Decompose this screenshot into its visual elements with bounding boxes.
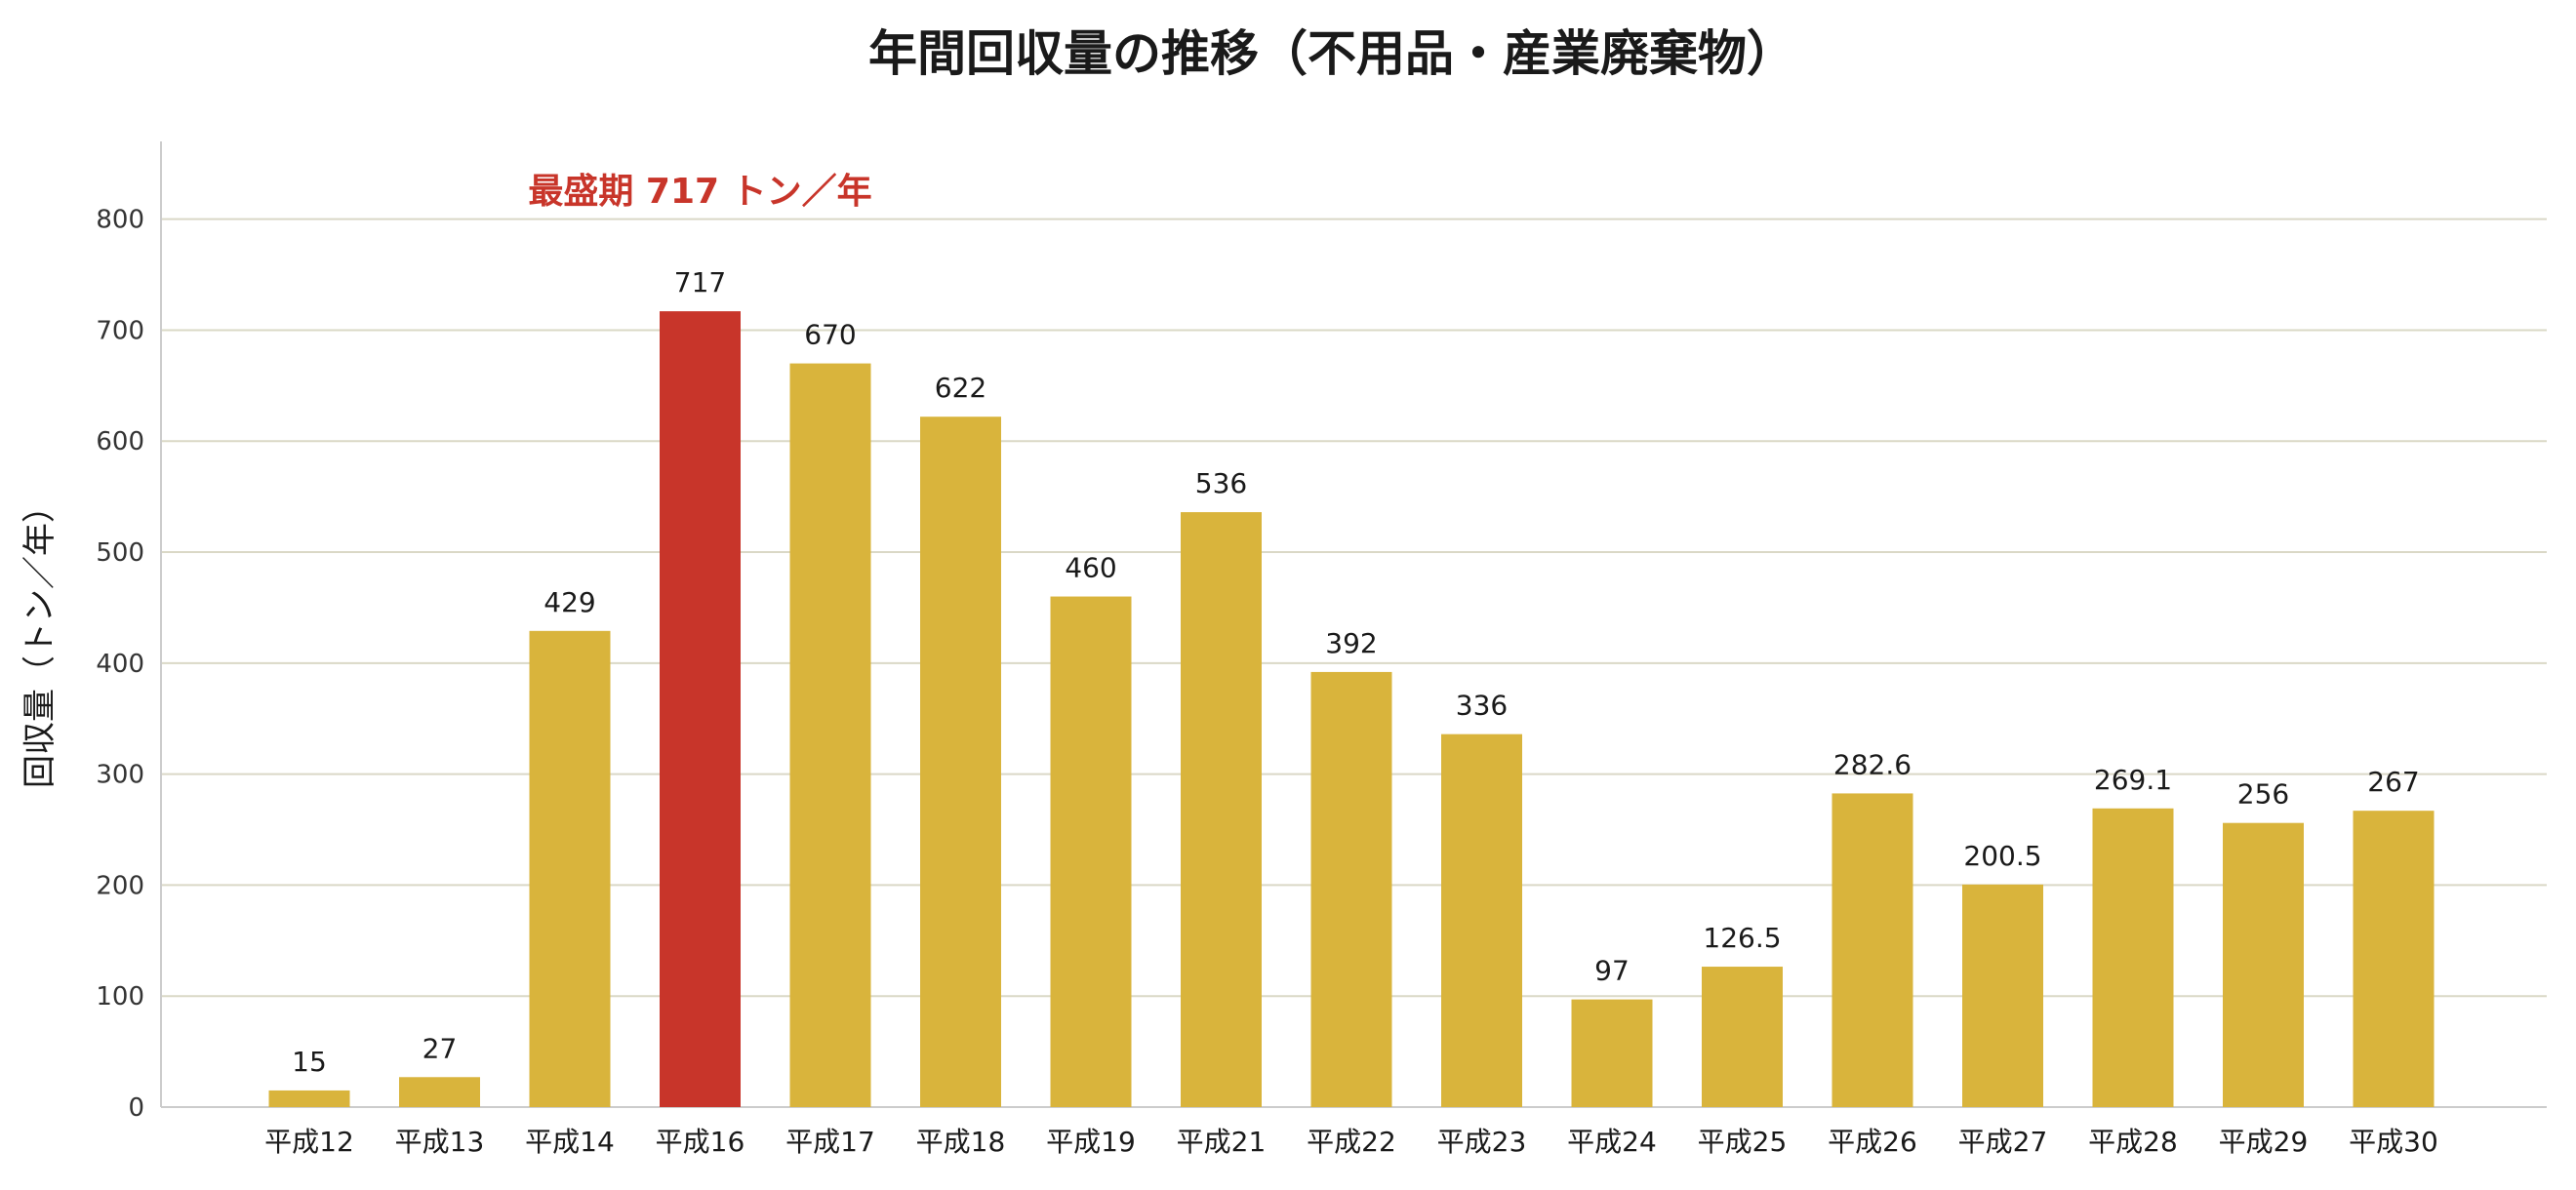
value-label: 336 [1456, 690, 1508, 722]
x-tick-label: 平成22 [1307, 1126, 1396, 1158]
y-tick-label: 300 [96, 761, 144, 790]
value-label: 267 [2367, 766, 2419, 798]
x-tick-label: 平成16 [656, 1126, 745, 1158]
bar [1441, 734, 1522, 1107]
x-tick-label: 平成23 [1437, 1126, 1527, 1158]
value-label: 460 [1065, 552, 1116, 584]
bar [789, 363, 871, 1108]
bar-highlight [660, 311, 741, 1107]
y-tick-label: 100 [96, 982, 144, 1012]
bar [1181, 512, 1262, 1107]
x-tick-label: 平成13 [395, 1126, 485, 1158]
value-label: 670 [804, 319, 856, 351]
x-tick-label: 平成17 [785, 1126, 875, 1158]
bar [2223, 822, 2304, 1107]
bars [268, 311, 2435, 1108]
bar [2353, 811, 2435, 1107]
x-tick-label: 平成28 [2088, 1126, 2178, 1158]
x-tick-label: 平成12 [264, 1126, 354, 1158]
bar [920, 416, 1001, 1107]
bar [1962, 884, 2043, 1107]
labels: 0 100 200 300 400 500 600 700 800 15 平成12 27 平成13 429… [96, 172, 2437, 1158]
value-label: 200.5 [1963, 840, 2041, 872]
bar [1310, 671, 1392, 1107]
x-tick-label: 平成29 [2219, 1126, 2309, 1158]
x-tick-label: 平成27 [1958, 1126, 2048, 1158]
bar [1702, 967, 1783, 1107]
y-tick-label: 800 [96, 206, 144, 235]
y-tick-label: 400 [96, 650, 144, 679]
y-tick-label: 600 [96, 427, 144, 456]
x-tick-label: 平成30 [2349, 1126, 2438, 1158]
y-tick-label: 200 [96, 871, 144, 900]
bar [1050, 596, 1132, 1107]
x-tick-label: 平成21 [1177, 1126, 1267, 1158]
value-label: 269.1 [2094, 764, 2172, 796]
value-label: 536 [1195, 467, 1247, 499]
bar [399, 1077, 480, 1107]
value-label: 622 [935, 372, 986, 404]
value-label: 126.5 [1703, 922, 1781, 954]
bar [1571, 999, 1653, 1107]
bar [268, 1090, 350, 1107]
bar [529, 630, 611, 1107]
x-tick-label: 平成14 [525, 1126, 615, 1158]
peak-annotation: 最盛期 717 トン／年 [528, 172, 871, 212]
y-axis-label: 回収量（トン／年） [20, 490, 60, 788]
value-label: 15 [292, 1046, 327, 1078]
value-label: 27 [423, 1032, 458, 1064]
value-label: 717 [674, 266, 726, 298]
bar [2092, 808, 2174, 1107]
value-label: 392 [1325, 627, 1377, 659]
x-tick-label: 平成26 [1828, 1126, 1917, 1158]
value-label: 97 [1594, 955, 1630, 987]
y-tick-label: 0 [128, 1093, 144, 1123]
value-label: 256 [2237, 778, 2289, 811]
x-tick-label: 平成18 [916, 1126, 1006, 1158]
x-tick-label: 平成25 [1698, 1126, 1788, 1158]
y-tick-label: 700 [96, 316, 144, 345]
chart-title: 年間回収量の推移（不用品・産業廃棄物） [868, 25, 1795, 82]
bar [1831, 793, 1913, 1107]
value-label: 282.6 [1833, 748, 1912, 780]
x-tick-label: 平成19 [1046, 1126, 1136, 1158]
value-label: 429 [543, 586, 595, 618]
x-tick-label: 平成24 [1567, 1126, 1657, 1158]
y-tick-label: 500 [96, 538, 144, 568]
